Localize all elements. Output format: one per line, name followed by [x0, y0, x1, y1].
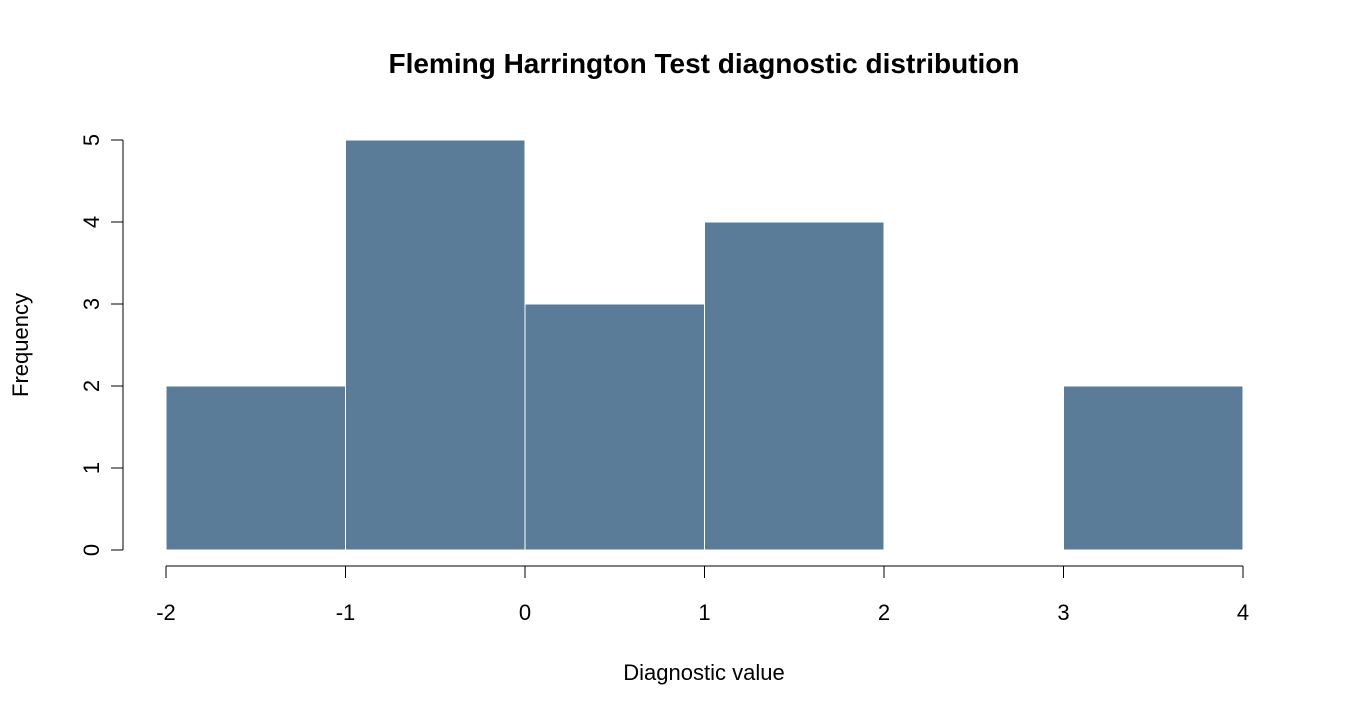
histogram-bar: [165, 385, 346, 551]
bars-group: [165, 139, 1244, 551]
x-axis: -2 -1 0 1 2 3 4: [156, 565, 1249, 625]
x-tick-label: 1: [698, 600, 710, 625]
y-tick-label: 0: [79, 544, 104, 556]
histogram-bar: [345, 139, 526, 551]
y-tick-label: 1: [79, 462, 104, 474]
histogram-bar: [524, 303, 705, 551]
x-axis-label: Diagnostic value: [623, 660, 784, 685]
x-tick-label: 2: [878, 600, 890, 625]
x-tick-label: 0: [519, 600, 531, 625]
y-tick-label: 4: [79, 216, 104, 228]
x-tick-label: -1: [336, 600, 356, 625]
chart-title: Fleming Harrington Test diagnostic distr…: [388, 48, 1019, 79]
y-tick-label: 3: [79, 298, 104, 310]
y-axis: 0 1 2 3 4 5: [79, 134, 124, 556]
x-tick-label: -2: [156, 600, 176, 625]
histogram-bar: [704, 221, 885, 551]
x-tick-label: 3: [1057, 600, 1069, 625]
histogram-bar: [1063, 385, 1244, 551]
x-tick-label: 4: [1237, 600, 1249, 625]
y-axis-label: Frequency: [8, 293, 33, 397]
y-tick-label: 2: [79, 380, 104, 392]
y-tick-label: 5: [79, 134, 104, 146]
